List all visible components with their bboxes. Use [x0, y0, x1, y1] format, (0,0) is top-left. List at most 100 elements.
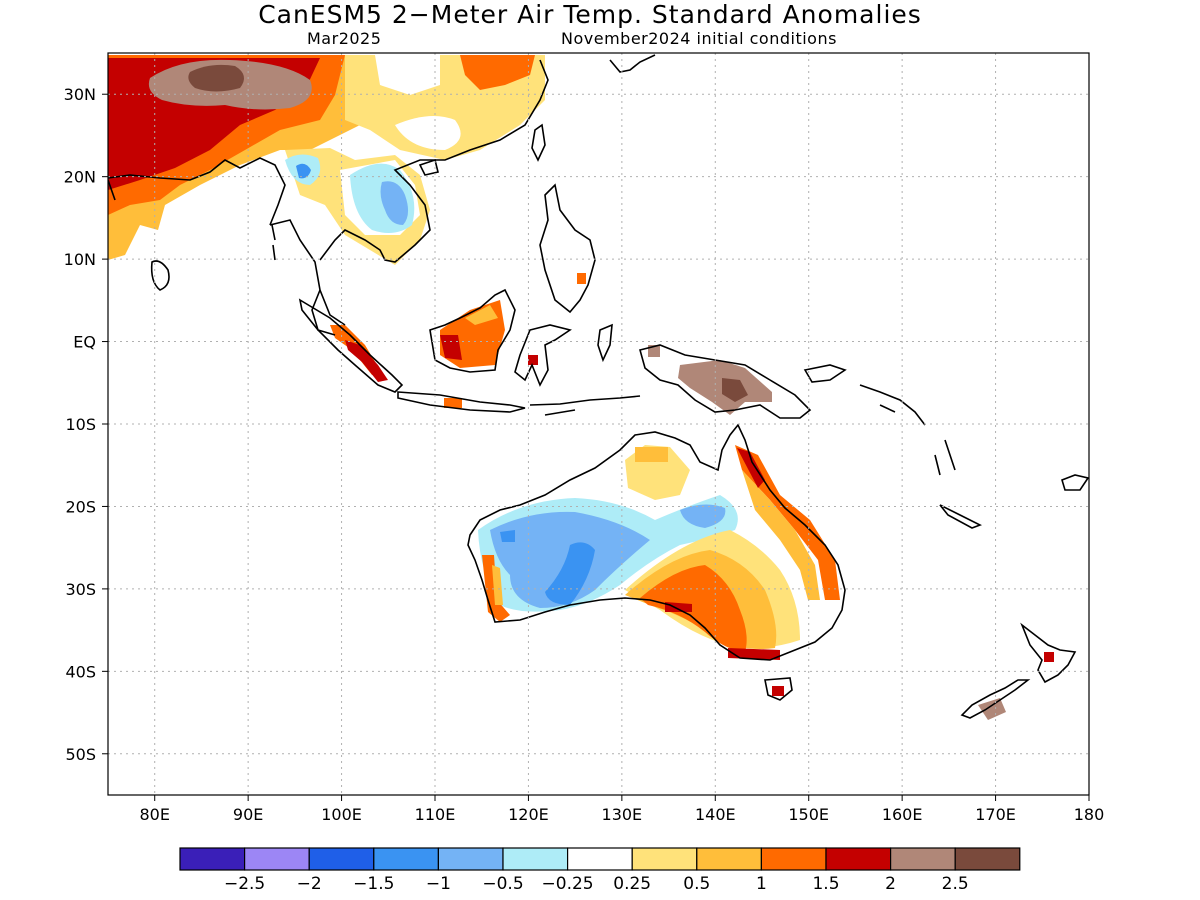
lat-lon-grid [108, 53, 1089, 795]
map-frame [107, 52, 1090, 796]
y-tick-label: 20N [64, 168, 96, 187]
anomaly-region-newzealand-brown [978, 698, 1006, 720]
x-tick-label: 80E [139, 805, 169, 824]
coastline-sumatra [298, 298, 404, 393]
colorbar-label: −0.25 [542, 874, 594, 894]
coastline-newbritain [803, 364, 847, 383]
anomaly-field [108, 55, 1054, 720]
colorbar-label: 2.5 [942, 874, 969, 894]
x-tick-label: 90E [233, 805, 263, 824]
colorbar-swatch [760, 847, 827, 871]
anomaly-region-borneo-yellow [465, 305, 498, 325]
anomaly-region-australia-south-red [728, 648, 780, 660]
x-tick-label: 100E [321, 805, 362, 824]
coastline-lesser-sunda [529, 395, 641, 416]
anomaly-region-australia-west-yellow [492, 565, 503, 605]
anomaly-region-newguinea-darkbrown [722, 378, 748, 402]
coastlines [108, 54, 1089, 719]
coastline-sulawesi [514, 324, 572, 387]
forecast-month: Mar2025 [307, 29, 382, 48]
coastline-newguinea [639, 344, 812, 419]
colorbar: −2.5 −2 −1.5 −1 −0.5 −0.25 0.25 0.5 1 1.5 2 2.5 [179, 847, 1021, 894]
coastline-srilanka [150, 260, 170, 291]
x-tick-label: 140E [695, 805, 736, 824]
map-title: CanESM5 2−Meter Air Temp. Standard Anoma… [258, 0, 922, 29]
y-tick-label: 10N [64, 250, 96, 269]
colorbar-swatch [437, 847, 504, 871]
colorbar-label: 1 [756, 874, 767, 894]
anomaly-region-sulawesi-red [528, 355, 538, 365]
coastline-philippines [539, 183, 596, 314]
latitude-ticks: 30N 20N 10N EQ 10S 20S 30S 40S 50S [64, 85, 108, 764]
colorbar-label: −2.5 [224, 874, 265, 894]
anomaly-region-sumatra-red [345, 340, 388, 382]
colorbar-label: −1.5 [353, 874, 394, 894]
anomaly-region-tasmania-red [772, 686, 784, 696]
initial-conditions-label: November2024 initial conditions [561, 29, 837, 48]
y-tick-label: 30N [64, 85, 96, 104]
coastline-newzealand-south [960, 679, 1031, 719]
coastline-tasmania [764, 677, 793, 701]
anomaly-region-myanmar-blue [296, 163, 311, 179]
anomaly-region-china-orange [460, 55, 535, 90]
anomaly-region-australia-east-coast-red [737, 448, 765, 488]
coastline-india [108, 157, 286, 226]
colorbar-swatch [502, 847, 569, 871]
colorbar-label: 1.5 [812, 874, 839, 894]
coastline-solomon [859, 384, 926, 426]
anomaly-region-australia-sa-red [665, 602, 692, 612]
colorbar-label: 2 [885, 874, 896, 894]
coastline-java [397, 391, 526, 413]
anomaly-region-australia-east-coast-yellow [742, 470, 820, 600]
colorbar-swatch [373, 847, 439, 871]
coastline-malaypeninsula [311, 289, 336, 336]
anomaly-region-newzealand-red [1044, 652, 1054, 662]
coastline-andaman [271, 224, 276, 261]
anomaly-region-java-orange [444, 398, 462, 408]
anomaly-region-china-white [375, 55, 440, 95]
anomaly-region-philippines-orange [577, 273, 586, 284]
coastline-halmahera [597, 323, 613, 363]
coastline-indochina [269, 59, 549, 326]
anomaly-region-australia-lightblue2 [680, 504, 726, 528]
x-tick-label: 120E [508, 805, 549, 824]
colorbar-swatch [566, 847, 633, 871]
x-tick-label: 170E [975, 805, 1016, 824]
coastline-hainan [418, 158, 439, 176]
anomaly-region-tibet-darkbrown [188, 64, 244, 92]
x-tick-label: 130E [602, 805, 643, 824]
colorbar-swatch [631, 847, 698, 871]
x-tick-label: 110E [415, 805, 456, 824]
colorbar-swatch [308, 847, 375, 871]
coastline-newcaledonia [939, 504, 982, 529]
x-tick-label: 150E [788, 805, 829, 824]
coastline-borneo [429, 288, 516, 373]
colorbar-swatch [696, 847, 762, 871]
colorbar-swatch [244, 847, 310, 871]
anomaly-region-australia-blue [545, 542, 595, 605]
colorbar-label: 0.25 [613, 874, 651, 894]
colorbar-label: −0.5 [482, 874, 523, 894]
coastline-fiji [1061, 474, 1089, 491]
colorbar-swatch [825, 847, 892, 871]
x-tick-label: 180 [1074, 805, 1105, 824]
y-tick-label: 50S [65, 745, 96, 764]
longitude-ticks: 80E 90E 100E 110E 120E 130E 140E 150E 160E 170E 18… [139, 795, 1104, 824]
colorbar-label: −2 [297, 874, 322, 894]
y-tick-label: 40S [65, 662, 96, 681]
coastline-vanuatu [934, 439, 956, 476]
x-tick-label: 160E [882, 805, 923, 824]
coastline-japan [609, 54, 656, 73]
colorbar-label: 0.5 [683, 874, 710, 894]
colorbar-swatch [179, 847, 246, 871]
y-tick-label: 10S [65, 415, 96, 434]
y-tick-label: EQ [73, 333, 96, 352]
colorbar-swatch [954, 847, 1021, 871]
colorbar-swatch [889, 847, 956, 871]
colorbar-label: −1 [426, 874, 451, 894]
coastline-india-west [108, 179, 116, 201]
anomaly-region-australia-blue2 [500, 530, 515, 542]
coastline-australia [467, 423, 846, 661]
coastline-taiwan [531, 123, 546, 162]
